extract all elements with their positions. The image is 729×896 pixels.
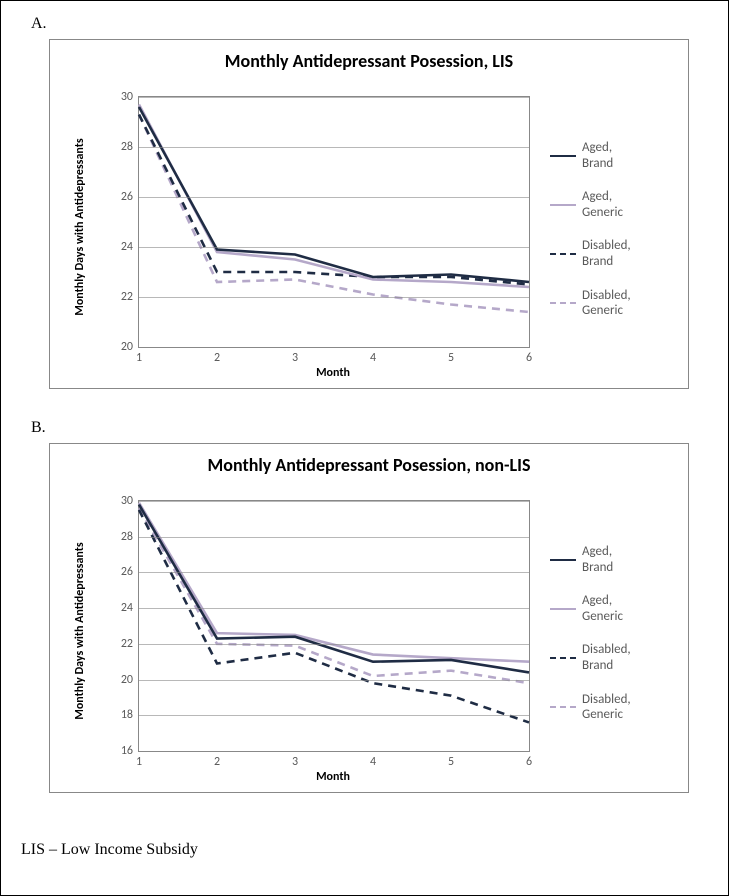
chart-b-xtick: 4: [370, 751, 376, 769]
chart-b-ytick: 28: [121, 530, 139, 544]
chart-b-gridline: [139, 644, 529, 645]
legend-label: Disabled,Generic: [582, 692, 631, 723]
chart-a-legend: Aged,Brand Aged,Generic Disabled,Brand Disa…: [550, 140, 631, 319]
chart-a-xtick: 4: [370, 347, 376, 365]
legend-swatch: [550, 608, 576, 610]
chart-b-svg: [139, 501, 529, 751]
legend-swatch: [550, 706, 576, 708]
chart-a-title: Monthly Antidepressant Posession, LIS: [50, 50, 688, 72]
chart-a-plot-area: 202224262830123456: [138, 96, 530, 348]
chart-a-xtick: 1: [136, 347, 142, 365]
chart-b-ylabel: Monthly Days with Antidepressants: [73, 511, 87, 751]
panel-a-label: A.: [31, 15, 47, 33]
chart-a-xlabel: Month: [138, 366, 528, 380]
chart-a-ytick: 22: [121, 290, 139, 304]
chart-a-xtick: 2: [214, 347, 220, 365]
chart-a-gridline: [139, 247, 529, 248]
chart-a-svg: [139, 97, 529, 347]
chart-a-legend-item-disabled_generic: Disabled,Generic: [550, 288, 631, 319]
chart-a-series-disabled_brand: [139, 115, 529, 285]
chart-b-gridline: [139, 501, 529, 502]
chart-a-xtick: 3: [292, 347, 298, 365]
legend-swatch: [550, 657, 576, 659]
chart-b-series-disabled_brand: [139, 510, 529, 723]
chart-a-series-aged_brand: [139, 107, 529, 282]
chart-a-legend-item-disabled_brand: Disabled,Brand: [550, 238, 631, 269]
chart-b-series-aged_generic: [139, 503, 529, 662]
chart-a-legend-item-aged_generic: Aged,Generic: [550, 189, 631, 220]
chart-a-ytick: 24: [121, 240, 139, 254]
legend-swatch: [550, 302, 576, 304]
chart-a-series-aged_generic: [139, 105, 529, 288]
chart-b-legend: Aged,Brand Aged,Generic Disabled,Brand Disa…: [550, 544, 631, 723]
chart-b-legend-item-aged_brand: Aged,Brand: [550, 544, 631, 575]
chart-b-xtick: 1: [136, 751, 142, 769]
chart-a-gridline: [139, 197, 529, 198]
chart-b-ytick: 24: [121, 601, 139, 615]
legend-label: Aged,Generic: [582, 189, 623, 220]
chart-b-xtick: 3: [292, 751, 298, 769]
chart-a-xtick: 6: [526, 347, 532, 365]
chart-b-series-disabled_generic: [139, 508, 529, 683]
chart-a-ytick: 26: [121, 190, 139, 204]
chart-a-gridline: [139, 147, 529, 148]
legend-swatch: [550, 155, 576, 157]
chart-b-ytick: 20: [121, 673, 139, 687]
legend-swatch: [550, 559, 576, 561]
chart-a-gridline: [139, 347, 529, 348]
legend-label: Aged,Brand: [582, 544, 613, 575]
chart-non-lis: Monthly Antidepressant Posession, non-LI…: [49, 443, 689, 793]
chart-b-gridline: [139, 537, 529, 538]
legend-label: Aged,Generic: [582, 593, 623, 624]
legend-label: Disabled,Brand: [582, 642, 631, 673]
legend-label: Aged,Brand: [582, 140, 613, 171]
chart-a-xtick: 5: [448, 347, 454, 365]
chart-b-xtick: 6: [526, 751, 532, 769]
chart-a-ytick: 28: [121, 140, 139, 154]
chart-b-legend-item-disabled_brand: Disabled,Brand: [550, 642, 631, 673]
chart-a-gridline: [139, 297, 529, 298]
chart-a-ytick: 30: [121, 90, 139, 104]
legend-swatch: [550, 253, 576, 255]
chart-b-ytick: 30: [121, 494, 139, 508]
chart-b-title: Monthly Antidepressant Posession, non-LI…: [50, 454, 688, 476]
chart-b-ytick: 22: [121, 637, 139, 651]
chart-b-ytick: 18: [121, 708, 139, 722]
figure-frame: A. Monthly Antidepressant Posession, LIS…: [0, 0, 729, 896]
chart-b-ytick: 26: [121, 565, 139, 579]
chart-a-ylabel: Monthly Days with Antidepressants: [73, 107, 87, 347]
chart-lis: Monthly Antidepressant Posession, LIS Mo…: [49, 39, 689, 389]
chart-b-xtick: 2: [214, 751, 220, 769]
chart-b-gridline: [139, 715, 529, 716]
chart-b-gridline: [139, 680, 529, 681]
chart-b-gridline: [139, 608, 529, 609]
chart-a-gridline: [139, 97, 529, 98]
legend-label: Disabled,Generic: [582, 288, 631, 319]
chart-b-series-aged_brand: [139, 505, 529, 673]
panel-b-label: B.: [31, 419, 46, 437]
chart-b-legend-item-aged_generic: Aged,Generic: [550, 593, 631, 624]
footnote: LIS – Low Income Subsidy: [21, 841, 198, 859]
chart-b-xlabel: Month: [138, 770, 528, 784]
chart-b-gridline: [139, 751, 529, 752]
legend-label: Disabled,Brand: [582, 238, 631, 269]
chart-b-legend-item-disabled_generic: Disabled,Generic: [550, 692, 631, 723]
chart-a-legend-item-aged_brand: Aged,Brand: [550, 140, 631, 171]
chart-b-xtick: 5: [448, 751, 454, 769]
chart-b-plot-area: 1618202224262830123456: [138, 500, 530, 752]
legend-swatch: [550, 204, 576, 206]
chart-b-gridline: [139, 572, 529, 573]
